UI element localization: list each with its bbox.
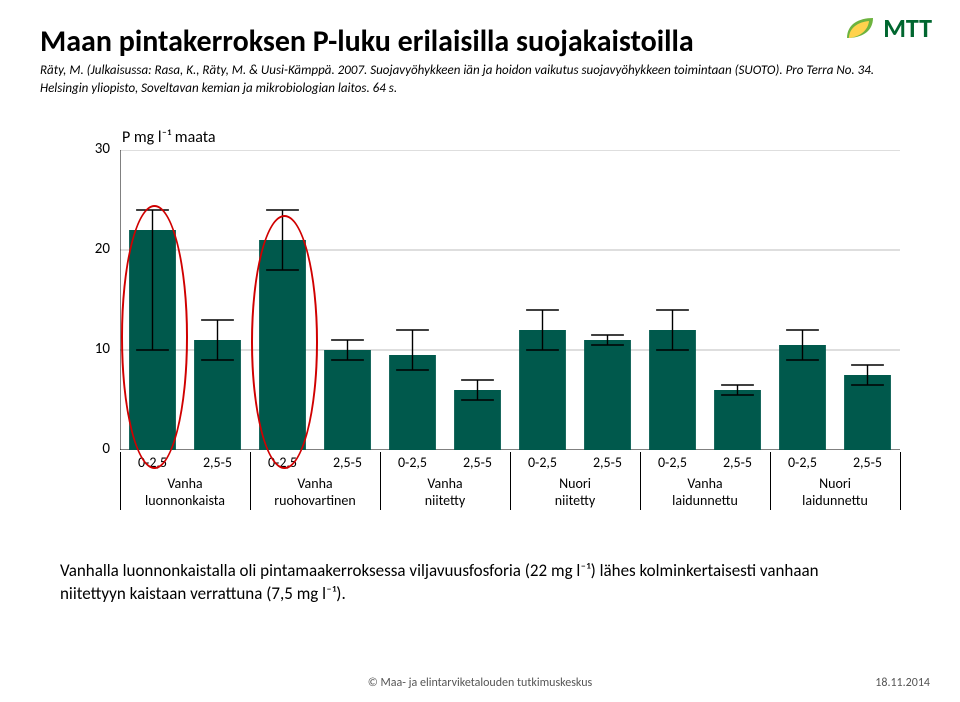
group-separator (640, 452, 641, 510)
leaf-icon (843, 14, 877, 42)
y-axis-label: P mg l⁻¹ maata (122, 128, 216, 147)
ytick: 10 (80, 340, 110, 358)
category-label: 2,5-5 (575, 454, 640, 471)
bar (779, 345, 826, 450)
bar (714, 390, 761, 450)
group-separator (380, 452, 381, 510)
ytick: 0 (80, 440, 110, 458)
category-label: 2,5-5 (185, 454, 250, 471)
chart-plot (120, 150, 900, 450)
ytick: 30 (80, 140, 110, 158)
category-label: 0-2,5 (640, 454, 705, 471)
bar (324, 350, 371, 450)
logo-text: MTT (883, 12, 932, 44)
category-label: 0-2,5 (770, 454, 835, 471)
highlight-ellipse (251, 215, 318, 469)
group-label: Nuoriniitetty (510, 476, 640, 510)
body-text: Vanhalla luonnonkaistalla oli pintamaake… (60, 560, 880, 606)
group-label: Vanharuohovartinen (250, 476, 380, 510)
category-label: 2,5-5 (315, 454, 380, 471)
slide: Maan pintakerroksen P-luku erilaisilla s… (0, 0, 960, 702)
category-label: 0-2,5 (380, 454, 445, 471)
group-separator (770, 452, 771, 510)
bar (844, 375, 891, 450)
ytick: 20 (80, 240, 110, 258)
highlight-ellipse (121, 205, 188, 469)
group-label: Nuorilaidunnettu (770, 476, 900, 510)
bar (584, 340, 631, 450)
group-label: Vanhaniitetty (380, 476, 510, 510)
category-label: 0-2,5 (510, 454, 575, 471)
category-label: 2,5-5 (445, 454, 510, 471)
slide-title: Maan pintakerroksen P-luku erilaisilla s… (40, 24, 694, 60)
group-label: Vanhaluonnonkaista (120, 476, 250, 510)
group-separator (900, 452, 901, 510)
chart-area: P mg l⁻¹ maata 30 20 10 0 0-2,52,5-50-2,… (60, 150, 900, 510)
group-separator (120, 452, 121, 510)
reference-text: Räty, M. (Julkaisussa: Rasa, K., Räty, M… (40, 62, 890, 97)
footer-date: 18.11.2014 (875, 676, 930, 690)
category-label: 2,5-5 (835, 454, 900, 471)
mtt-logo: MTT (843, 12, 932, 44)
group-label: Vanhalaidunnettu (640, 476, 770, 510)
group-separator (250, 452, 251, 510)
gridlines (120, 150, 900, 350)
category-label: 2,5-5 (705, 454, 770, 471)
group-separator (510, 452, 511, 510)
footer-copyright: © Maa- ja elintarviketalouden tutkimuske… (0, 676, 960, 690)
